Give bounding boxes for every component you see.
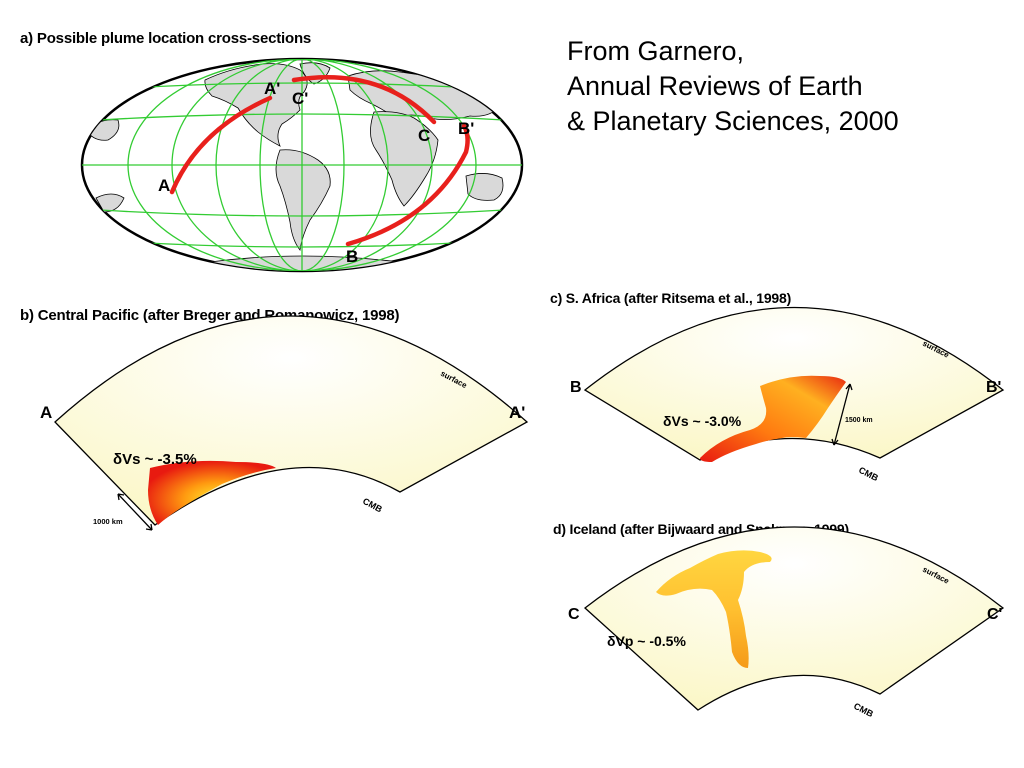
section-c-left-label: B: [570, 379, 582, 396]
section-b-wedge: [54, 315, 529, 526]
label-B: B: [346, 247, 358, 266]
scale-arrow-c: [831, 383, 853, 446]
profile-lines: [169, 75, 470, 247]
section-d-anomaly: δVp ~ -0.5%: [607, 633, 686, 649]
profile-a-line: [169, 95, 273, 195]
graticule: [82, 59, 522, 271]
section-b-right-label: A': [509, 403, 525, 422]
section-d-right-label: C': [987, 606, 1002, 623]
source-credit: From Garnero, Annual Reviews of Earth & …: [567, 34, 899, 139]
label-A: A: [158, 176, 170, 195]
section-c-right-label: B': [986, 379, 1001, 396]
credit-line-3: & Planetary Sciences, 2000: [567, 106, 899, 136]
label-C: C: [418, 126, 430, 145]
credit-line-2: Annual Reviews of Earth: [567, 71, 863, 101]
west-island-shape: [95, 193, 125, 213]
antarctica-shape: [209, 255, 401, 271]
section-b-anomaly: δVs ~ -3.5%: [113, 451, 197, 468]
section-d-cmb: CMB: [852, 701, 875, 719]
section-b-scale: 1000 km: [93, 517, 123, 526]
credit-line-1: From Garnero,: [567, 36, 745, 66]
section-c-anomaly: δVs ~ -3.0%: [663, 413, 742, 429]
anomaly-c-shape: [700, 375, 846, 462]
label-B-prime: B': [458, 119, 474, 138]
section-b-left-label: A: [40, 403, 52, 422]
section-d-wedge: [583, 526, 1005, 711]
panel-a-title: a) Possible plume location cross-section…: [20, 30, 312, 47]
section-d-left-label: C: [568, 606, 580, 623]
profile-labels: A A' B B' C C': [158, 79, 474, 266]
panel-c-title: c) S. Africa (after Ritsema et al., 1998…: [550, 290, 792, 306]
anomaly-b-shape: [148, 460, 276, 525]
section-c: B B' δVs ~ -3.0% surface CMB 1500 km: [570, 307, 1005, 483]
section-b: A A' δVs ~ -3.5% surface CMB 1000 km: [40, 315, 529, 531]
profile-c-line: [291, 75, 437, 125]
south-america-shape: [275, 149, 331, 251]
profile-b-line: [345, 123, 470, 247]
section-c-cmb: CMB: [857, 465, 880, 483]
africa-shape: [370, 111, 439, 207]
world-map: A A' B B' C C': [80, 57, 524, 273]
section-c-scale: 1500 km: [845, 417, 873, 424]
anomaly-d-shape: [656, 550, 772, 668]
australia-shape: [465, 173, 504, 201]
section-b-cmb: CMB: [361, 496, 384, 515]
scale-arrow-b: [117, 493, 153, 531]
label-C-prime: C': [292, 89, 308, 108]
section-d: C C' δVp ~ -0.5% surface CMB: [568, 526, 1005, 719]
label-A-prime: A': [264, 79, 280, 98]
